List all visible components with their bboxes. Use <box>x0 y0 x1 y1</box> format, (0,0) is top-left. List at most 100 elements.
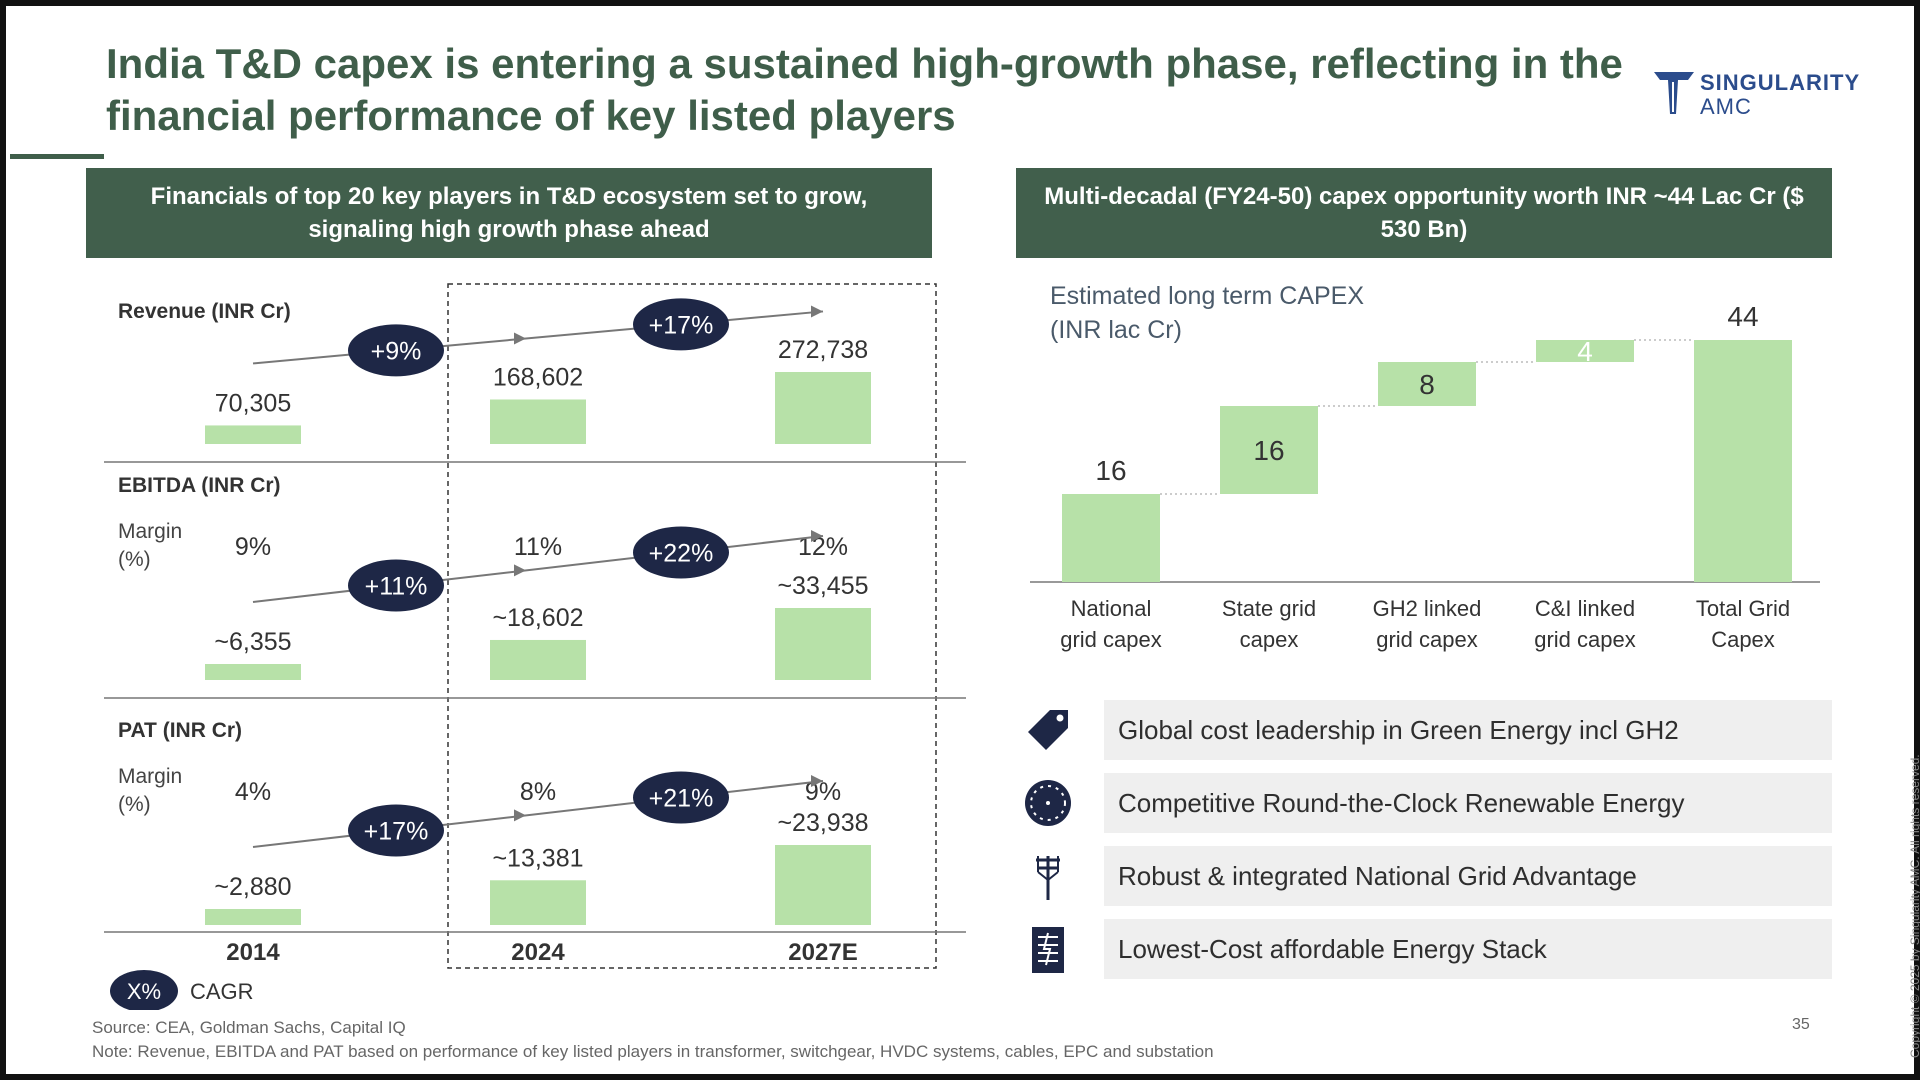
data-label: 44 <box>1727 301 1758 332</box>
source-note: Source: CEA, Goldman Sachs, Capital IQ <box>92 1018 406 1037</box>
data-label: ~23,938 <box>777 809 868 837</box>
cagr-label: +17% <box>364 817 429 845</box>
feature-text: Global cost leadership in Green Energy i… <box>1104 700 1832 760</box>
data-label: ~33,455 <box>777 572 868 600</box>
category-label: State grid <box>1222 596 1316 621</box>
cagr-label: +9% <box>371 337 422 365</box>
legend-badge <box>110 970 178 1010</box>
logo-text-amc: AMC <box>1700 94 1752 119</box>
waterfall-bar <box>1220 406 1318 494</box>
trend-arrowhead <box>514 332 526 345</box>
bar <box>205 664 301 680</box>
bar <box>205 425 301 444</box>
feature-text: Lowest-Cost affordable Energy Stack <box>1104 919 1832 979</box>
feature-row: Competitive Round-the-Clock Renewable En… <box>1022 773 1832 833</box>
chart-title: PAT (INR Cr) <box>118 719 242 742</box>
feature-row: Lowest-Cost affordable Energy Stack <box>1022 919 1832 979</box>
bar <box>775 372 871 444</box>
legend-symbol: X% <box>127 979 161 1004</box>
waterfall-bar <box>1378 362 1476 406</box>
price-tag-icon <box>1028 710 1068 750</box>
trend-line <box>252 535 824 603</box>
cagr-badge <box>348 559 444 612</box>
trend-line <box>252 780 824 848</box>
cagr-label: +21% <box>649 784 714 812</box>
data-label: ~6,355 <box>214 628 291 656</box>
cagr-badge <box>633 526 729 579</box>
cagr-badge <box>633 771 729 824</box>
cagr-label: +11% <box>365 572 428 600</box>
year-label: 2014 <box>226 939 280 966</box>
margin-label: (%) <box>118 793 151 816</box>
capex-waterfall-chart: Estimated long term CAPEX (INR lac Cr) 16 N… <box>1030 282 1820 652</box>
margin-value: 8% <box>520 778 556 806</box>
category-label: capex <box>1240 627 1299 652</box>
category-label: grid capex <box>1534 627 1636 652</box>
year-label: 2027E <box>788 939 857 966</box>
highlight-box <box>447 283 937 969</box>
trend-arrowhead <box>811 305 823 318</box>
clock-icon <box>1025 780 1071 826</box>
waterfall-bar <box>1062 494 1160 582</box>
logo-mark-icon <box>1654 72 1694 114</box>
feature-text: Robust & integrated National Grid Advant… <box>1104 846 1832 906</box>
trend-arrowhead <box>811 530 823 542</box>
margin-label: Margin <box>118 520 182 543</box>
category-label: Total Grid <box>1696 596 1790 621</box>
trend-line <box>252 310 824 365</box>
data-label: ~2,880 <box>214 873 291 901</box>
feature-text: Competitive Round-the-Clock Renewable En… <box>1104 773 1832 833</box>
left-panel-header: Financials of top 20 key players in T&D … <box>86 168 932 258</box>
cagr-badge <box>633 298 729 351</box>
feature-row: Robust & integrated National Grid Advant… <box>1022 846 1832 906</box>
chart-title: Revenue (INR Cr) <box>118 300 291 323</box>
chart-title: Estimated long term CAPEX <box>1050 282 1364 310</box>
year-label: 2024 <box>511 939 565 966</box>
data-label: ~18,602 <box>492 604 583 632</box>
logo-text-singularity: SINGULARITY <box>1700 70 1861 95</box>
category-label: C&I linked <box>1535 596 1635 621</box>
bar <box>490 639 586 680</box>
data-label: 16 <box>1253 435 1284 466</box>
category-label: Capex <box>1711 627 1775 652</box>
bar <box>205 909 301 925</box>
trend-arrowhead <box>811 775 823 787</box>
data-label: 16 <box>1095 455 1126 486</box>
bar <box>490 880 586 925</box>
copyright-notice: Copyright © 2025 by Singularity AMC. All… <box>1908 754 1920 1058</box>
bar <box>775 608 871 680</box>
margin-label: Margin <box>118 765 182 788</box>
legend-label: CAGR <box>190 979 254 1004</box>
chart-title: (INR lac Cr) <box>1050 316 1182 344</box>
waterfall-bar <box>1694 340 1792 582</box>
trend-arrowhead <box>514 564 526 577</box>
cagr-label: +22% <box>649 539 714 567</box>
feature-row: Global cost leadership in Green Energy i… <box>1022 700 1832 760</box>
cagr-badge <box>348 324 444 377</box>
right-panel-header: Multi-decadal (FY24-50) capex opportunit… <box>1016 168 1832 258</box>
stack-document-icon <box>1032 927 1064 973</box>
cagr-badge <box>348 804 444 857</box>
data-label: 168,602 <box>493 363 583 391</box>
category-label: grid capex <box>1060 627 1162 652</box>
bar <box>775 845 871 925</box>
margin-label: (%) <box>118 548 151 571</box>
data-label: ~13,381 <box>492 844 583 872</box>
category-label: National <box>1071 596 1152 621</box>
methodology-note: Note: Revenue, EBITDA and PAT based on p… <box>92 1042 1214 1061</box>
data-label: 70,305 <box>215 389 291 417</box>
data-label: 4 <box>1577 336 1593 367</box>
category-label: grid capex <box>1376 627 1478 652</box>
data-label: 272,738 <box>778 336 868 364</box>
company-logo: SINGULARITY AMC <box>1652 66 1882 126</box>
waterfall-bar <box>1536 340 1634 362</box>
transmission-tower-icon <box>1036 856 1060 900</box>
title-underline <box>10 154 104 159</box>
chart-title: EBITDA (INR Cr) <box>118 474 281 497</box>
margin-value: 9% <box>235 533 271 561</box>
category-label: GH2 linked <box>1373 596 1482 621</box>
margin-value: 4% <box>235 778 271 806</box>
margin-value: 11% <box>514 533 562 561</box>
page-number: 35 <box>1792 1016 1810 1033</box>
data-label: 8 <box>1419 369 1435 400</box>
